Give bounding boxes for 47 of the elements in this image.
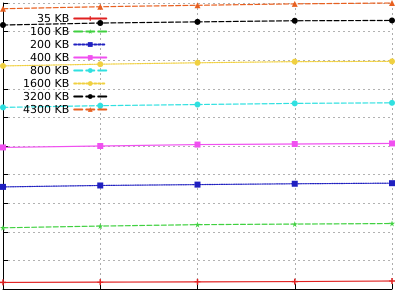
- point: [389, 140, 395, 146]
- point: [194, 60, 200, 66]
- legend-label: 100 KB: [30, 25, 70, 38]
- legend-label: 800 KB: [30, 64, 70, 77]
- point: [0, 22, 6, 28]
- point: [97, 143, 104, 149]
- point: [292, 221, 298, 228]
- point: [97, 223, 104, 230]
- point: [389, 278, 395, 284]
- point: [97, 182, 104, 188]
- point: [0, 104, 6, 110]
- point: [292, 18, 298, 24]
- legend-label: 400 KB: [30, 51, 70, 64]
- point: [0, 224, 6, 231]
- point: [194, 142, 200, 148]
- point: [292, 0, 298, 7]
- point: [389, 17, 395, 24]
- point: [0, 62, 6, 69]
- point: [194, 182, 200, 188]
- legend-label: 35 KB: [36, 12, 70, 25]
- point: [389, 180, 395, 186]
- point: [194, 18, 200, 25]
- point: [389, 100, 395, 106]
- point: [292, 141, 298, 147]
- legend-label: 200 KB: [30, 38, 70, 51]
- point: [97, 4, 104, 10]
- point: [0, 184, 6, 190]
- point: [97, 102, 104, 109]
- point: [0, 144, 6, 150]
- point: [0, 6, 6, 12]
- point: [194, 102, 200, 108]
- point: [97, 20, 104, 26]
- point: [0, 279, 6, 286]
- point: [292, 180, 298, 187]
- point: [292, 278, 298, 285]
- legend-label: 4300 KB: [22, 103, 70, 116]
- point: [194, 2, 200, 8]
- point: [389, 220, 395, 227]
- legend-label: 3200 KB: [22, 90, 70, 103]
- point: [389, 58, 395, 64]
- point: [292, 100, 298, 106]
- legend-label: 1600 KB: [22, 77, 70, 90]
- point: [97, 61, 104, 68]
- point: [97, 279, 104, 286]
- point: [292, 58, 298, 65]
- point: [194, 278, 200, 285]
- point: [389, 0, 395, 6]
